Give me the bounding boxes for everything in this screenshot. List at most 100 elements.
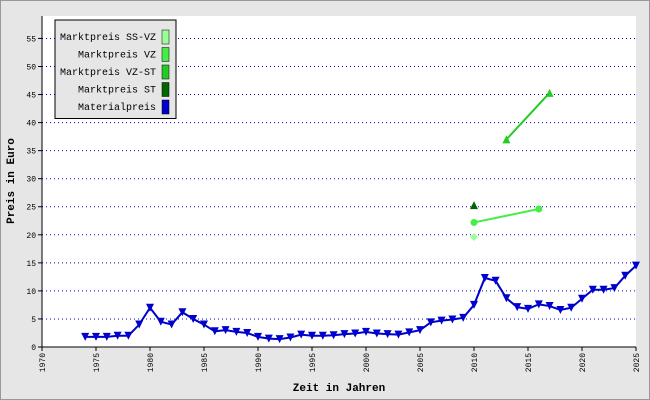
marker [92,332,100,341]
legend-label: Marktpreis SS-VZ [60,32,156,44]
y-tick-label: 5 [31,316,36,325]
marker [405,328,414,337]
x-tick-label: 2025 [633,353,642,372]
marker [340,330,349,339]
marker [243,328,252,337]
legend: Marktpreis SS-VZ Marktpreis VZ Marktpreis … [54,19,177,119]
marker [232,327,241,336]
marker [437,316,446,325]
marker [426,318,435,327]
x-tick-label: 1975 [93,353,102,372]
legend-swatch [161,99,170,115]
legend-label: Marktpreis ST [78,85,156,97]
legend-swatch [161,29,170,45]
marker [448,315,457,324]
marker [502,135,511,144]
x-tick-label: 1990 [255,353,264,372]
marker [264,334,273,343]
marker [200,320,208,329]
marker [470,218,478,226]
marker [470,300,478,309]
marker [480,273,489,282]
x-tick-label: 1995 [309,353,318,372]
y-tick-label: 50 [26,63,36,72]
marker [610,284,619,293]
marker [254,332,262,341]
series-line [505,92,551,141]
marker [275,335,284,344]
legend-box [54,19,177,119]
y-tick-label: 35 [26,148,36,157]
marker [146,303,154,312]
marker [534,300,543,309]
x-tick-label: 1985 [201,353,210,372]
x-tick-label: 2010 [471,353,480,372]
marker [459,313,468,322]
marker [513,303,522,312]
marker [578,294,586,303]
marker [167,320,176,329]
marker [351,329,360,338]
marker [491,276,500,285]
legend-label: Marktpreis VZ-ST [60,67,156,79]
marker [599,285,608,294]
marker [383,330,392,339]
marker [588,285,597,294]
marker [124,331,133,340]
series-line [473,208,540,224]
y-axis-title: Preis in Euro [6,138,18,224]
legend-swatch [161,64,170,80]
marker [113,331,122,340]
y-tick-label: 15 [26,260,36,269]
y-tick-label: 20 [26,232,36,241]
x-tick-label: 2000 [363,353,372,372]
x-tick-label: 1970 [39,353,48,372]
y-tick-label: 10 [26,288,36,297]
y-tick-label: 30 [26,176,36,185]
marker [470,233,478,242]
y-tick-label: 25 [26,204,36,213]
marker [470,201,478,210]
marker [556,305,565,314]
marker [362,327,370,336]
marker [102,332,111,341]
marker [329,331,338,340]
marker [535,205,543,213]
marker [297,330,306,339]
marker [567,303,576,312]
marker [545,302,554,311]
marker [81,332,90,341]
legend-label: Materialpreis [78,102,156,114]
y-tick-label: 40 [26,120,36,129]
marker [318,331,327,340]
marker [632,261,640,270]
marker [156,317,165,326]
marker [308,331,316,340]
marker [189,314,198,323]
y-tick-label: 0 [31,344,36,353]
marker [524,304,532,313]
marker [621,271,630,280]
marker [394,330,403,339]
x-axis-title: Zeit in Jahren [293,383,385,395]
series-line [85,264,637,341]
legend-swatch [161,82,170,97]
legend-swatch [161,47,170,62]
y-tick-label: 55 [26,35,36,44]
y-tick-label: 45 [26,92,36,101]
x-tick-label: 2005 [417,353,426,372]
x-tick-label: 2020 [579,353,588,372]
marker [221,326,230,335]
x-tick-label: 1980 [147,353,156,372]
marker [210,327,219,336]
legend-label: Marktpreis VZ [78,50,156,62]
marker [502,294,511,303]
x-tick-label: 2015 [525,353,534,372]
marker [416,326,424,335]
marker [372,329,381,338]
marker [135,320,144,329]
marker [545,88,554,97]
marker [286,333,295,342]
